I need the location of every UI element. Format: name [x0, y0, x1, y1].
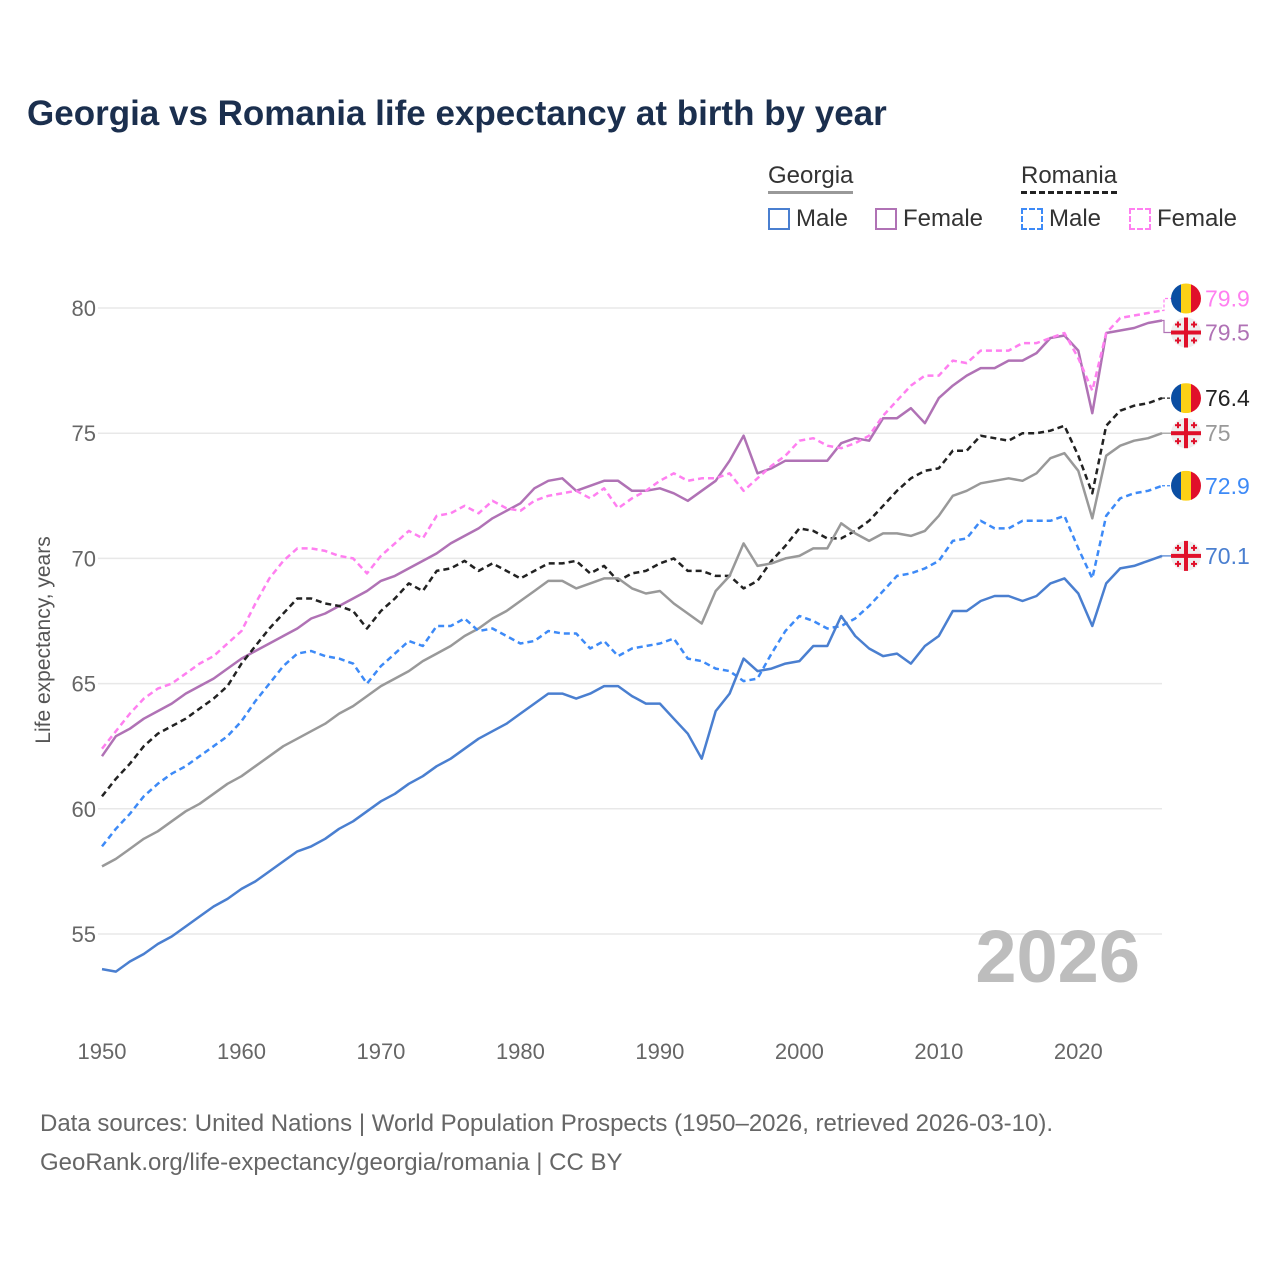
y-tick-label: 60	[72, 797, 96, 822]
x-tick-label: 1960	[217, 1039, 266, 1064]
flag-small-cross	[1177, 337, 1179, 344]
legend-swatch	[875, 208, 897, 230]
x-tick-label: 1990	[635, 1039, 684, 1064]
flag-cross-v	[1184, 317, 1188, 348]
flag-small-cross	[1177, 438, 1179, 445]
end-label-romania-female: 79.9	[1162, 283, 1250, 314]
year-watermark: 2026	[975, 915, 1140, 998]
y-tick-label: 80	[72, 296, 96, 321]
legend-swatch	[768, 208, 790, 230]
legend-romania-heading[interactable]: Romania	[1021, 162, 1118, 194]
end-value-label: 70.1	[1205, 543, 1250, 569]
gridlines	[98, 307, 1162, 935]
chart-title: Georgia vs Romania life expectancy at bi…	[27, 94, 887, 133]
end-value-label: 79.5	[1205, 320, 1250, 346]
y-tick-label: 70	[72, 546, 96, 571]
y-tick-label: 75	[72, 421, 96, 446]
flag-small-cross	[1177, 544, 1179, 551]
legend-georgia-heading[interactable]: Georgia	[768, 162, 854, 194]
series-line-romania	[101, 396, 1163, 798]
flag-stripe-red	[1191, 383, 1201, 414]
flag-small-cross	[1177, 560, 1179, 567]
end-label-georgia-male: 70.1	[1162, 540, 1250, 571]
flag-stripe-red	[1191, 470, 1201, 501]
y-tick-label: 65	[72, 672, 96, 697]
series-line-georgia-male	[101, 554, 1163, 973]
series-lines	[100, 309, 1163, 973]
legend-label: Male	[1049, 205, 1102, 232]
y-axis-ticks: 55 60 65 70 75 80	[72, 296, 96, 947]
end-label-romania: 76.4	[1162, 383, 1250, 414]
y-tick-label: 55	[72, 922, 96, 947]
flag-small-cross	[1193, 337, 1195, 344]
x-tick-label: 1970	[356, 1039, 405, 1064]
series-line-romania-female	[101, 309, 1163, 750]
flag-stripe-yellow	[1181, 470, 1191, 501]
flag-stripe-yellow	[1181, 383, 1191, 414]
end-label-georgia-female: 79.5	[1162, 317, 1250, 348]
flag-small-cross	[1177, 422, 1179, 429]
end-labels: 79.9 79.5 76.4 75 72.9 70.1	[1162, 283, 1250, 571]
flag-stripe-blue	[1171, 383, 1181, 414]
flag-stripe-yellow	[1181, 283, 1191, 314]
end-value-label: 79.9	[1205, 286, 1250, 312]
flag-cross-v	[1184, 418, 1188, 449]
x-tick-label: 2020	[1054, 1039, 1103, 1064]
flag-cross-v	[1184, 540, 1188, 571]
connector-line	[1162, 319, 1172, 334]
georgia-flag-icon	[1171, 540, 1201, 571]
flag-stripe-blue	[1171, 470, 1181, 501]
end-value-label: 75	[1205, 420, 1231, 446]
x-tick-label: 1980	[496, 1039, 545, 1064]
legend-georgia-female[interactable]: Female	[875, 205, 983, 233]
x-tick-label: 2010	[914, 1039, 963, 1064]
romania-flag-icon	[1171, 383, 1201, 414]
flag-stripe-red	[1191, 283, 1201, 314]
x-tick-label: 2000	[775, 1039, 824, 1064]
end-value-label: 72.9	[1205, 473, 1250, 499]
source-link[interactable]: GeoRank.org/life-expectancy/georgia/roma…	[40, 1149, 623, 1176]
flag-small-cross	[1193, 422, 1195, 429]
data-source-text: Data sources: United Nations | World Pop…	[40, 1110, 1054, 1137]
series-line-georgia-female	[100, 319, 1163, 757]
legend-swatch	[1129, 208, 1151, 230]
end-label-romania-male: 72.9	[1162, 470, 1250, 501]
flag-body	[1171, 470, 1201, 501]
legend-label: Female	[1157, 205, 1238, 232]
legend-romania-female[interactable]: Female	[1129, 205, 1237, 233]
y-axis-label: Life expectancy, years	[32, 536, 55, 743]
romania-flag-icon	[1171, 283, 1201, 314]
legend-swatch	[1021, 208, 1043, 230]
georgia-flag-icon	[1171, 418, 1201, 449]
flag-stripe-blue	[1171, 283, 1181, 314]
flag-small-cross	[1193, 560, 1195, 567]
legend-romania-male[interactable]: Male	[1021, 205, 1101, 233]
end-value-label: 76.4	[1205, 385, 1250, 411]
georgia-flag-icon	[1171, 317, 1201, 348]
x-axis-ticks: 1950 1960 1970 1980 1990 2000 2010 2020	[78, 1039, 1103, 1064]
end-label-georgia: 75	[1162, 418, 1231, 449]
romania-flag-icon	[1171, 470, 1201, 501]
flag-small-cross	[1193, 321, 1195, 328]
legend-georgia-male[interactable]: Male	[768, 205, 848, 233]
x-tick-label: 1950	[78, 1039, 127, 1064]
flag-small-cross	[1177, 321, 1179, 328]
flag-small-cross	[1193, 544, 1195, 551]
footer: Data sources: United Nations | World Pop…	[40, 1104, 1053, 1182]
legend-label: Male	[796, 205, 849, 232]
connector-line	[1162, 297, 1172, 312]
flag-body	[1171, 283, 1201, 314]
series-line-romania-male	[101, 484, 1163, 848]
series-line-georgia	[101, 432, 1163, 868]
legend-label: Female	[903, 205, 984, 232]
flag-small-cross	[1193, 438, 1195, 445]
flag-body	[1171, 383, 1201, 414]
